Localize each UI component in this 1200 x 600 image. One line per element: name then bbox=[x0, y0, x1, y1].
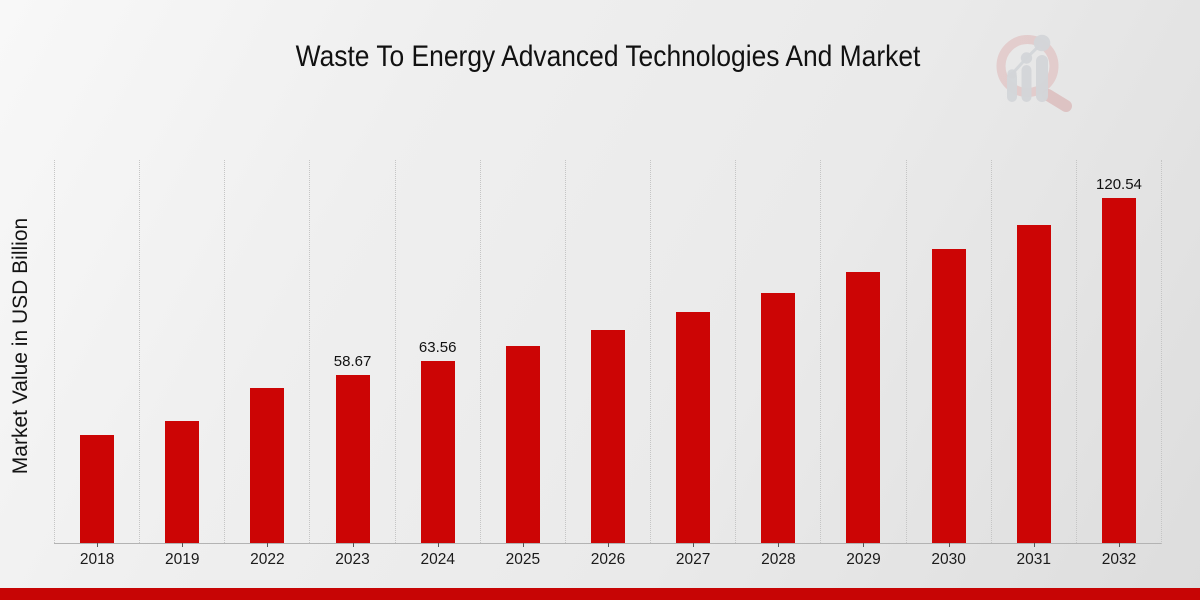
x-axis-tick bbox=[778, 543, 780, 547]
category-band-2018: 2018 bbox=[54, 160, 139, 568]
category-band-2032: 120.54 2032 bbox=[1075, 160, 1161, 568]
bar-2024 bbox=[420, 361, 455, 543]
category-band-2024: 63.56 2024 bbox=[394, 160, 480, 568]
x-tick-label-2032: 2032 bbox=[1101, 551, 1137, 568]
category-band-2031: 2031 bbox=[990, 160, 1076, 568]
bar-2032 bbox=[1101, 198, 1136, 543]
x-tick-label-2031: 2031 bbox=[1016, 551, 1052, 568]
bar-2031 bbox=[1016, 224, 1051, 543]
x-tick-label-2018: 2018 bbox=[79, 551, 115, 568]
category-band-2027: 2027 bbox=[650, 160, 735, 568]
x-tick-label-2023: 2023 bbox=[335, 551, 370, 568]
logo-bar-2 bbox=[1021, 65, 1032, 102]
category-band-2025: 2025 bbox=[479, 160, 565, 568]
x-tick-label-2024: 2024 bbox=[420, 551, 455, 568]
category-band-2028: 2028 bbox=[735, 160, 820, 568]
bar-2029 bbox=[846, 271, 881, 543]
bar-2030 bbox=[931, 249, 966, 543]
bar-2028 bbox=[761, 292, 796, 543]
x-axis-tick bbox=[437, 543, 439, 547]
x-tick-label-2025: 2025 bbox=[505, 551, 541, 568]
x-tick-label-2029: 2029 bbox=[846, 551, 881, 568]
x-axis-tick bbox=[1033, 543, 1035, 547]
x-axis-tick bbox=[182, 543, 184, 547]
x-axis-tick bbox=[352, 543, 354, 547]
x-axis-tick bbox=[693, 543, 695, 547]
footer-accent-bar bbox=[0, 588, 1200, 600]
x-tick-label-2019: 2019 bbox=[164, 551, 200, 568]
bar-2018 bbox=[80, 435, 115, 543]
chart-title: Waste To Energy Advanced Technologies An… bbox=[295, 40, 921, 73]
logo-bar-1 bbox=[1007, 72, 1017, 102]
bar-2025 bbox=[505, 345, 540, 543]
logo-bar-3 bbox=[1036, 55, 1048, 102]
bar-2023 bbox=[335, 375, 370, 543]
bar-value-label-2023: 58.67 bbox=[333, 353, 372, 371]
category-band-2019: 2019 bbox=[139, 160, 224, 568]
bar-value-label-2024: 63.56 bbox=[418, 339, 457, 357]
x-tick-label-2030: 2030 bbox=[931, 551, 966, 568]
x-tick-label-2026: 2026 bbox=[590, 551, 626, 568]
x-axis-tick bbox=[1118, 543, 1120, 547]
x-axis-tick bbox=[97, 543, 99, 547]
bar-value-label-2032: 120.54 bbox=[1096, 176, 1142, 193]
category-band-2023: 58.67 2023 bbox=[309, 160, 394, 568]
x-axis-tick bbox=[608, 543, 610, 547]
bar-2019 bbox=[165, 421, 200, 543]
y-axis-title: Market Value in USD Billion bbox=[9, 217, 32, 475]
category-band-2026: 2026 bbox=[564, 160, 650, 568]
category-band-2030: 2030 bbox=[905, 160, 991, 568]
plot-area: 2018 2019 2022 58.67 2023 63.56 2024 2025 2026 20… bbox=[54, 160, 1162, 568]
bar-2027 bbox=[676, 311, 711, 543]
x-tick-label-2027: 2027 bbox=[675, 551, 711, 568]
category-band-2022: 2022 bbox=[224, 160, 309, 568]
category-band-2029: 2029 bbox=[820, 160, 905, 568]
x-tick-label-2022: 2022 bbox=[250, 551, 285, 568]
magnifier-bar-chart-logo-icon bbox=[996, 34, 1072, 112]
x-axis-tick bbox=[948, 543, 950, 547]
x-tick-label-2028: 2028 bbox=[761, 551, 796, 568]
x-axis-tick bbox=[522, 543, 524, 547]
x-axis-tick bbox=[863, 543, 865, 547]
bar-2026 bbox=[591, 329, 626, 543]
bar-2022 bbox=[250, 387, 285, 543]
x-axis-tick bbox=[267, 543, 269, 547]
